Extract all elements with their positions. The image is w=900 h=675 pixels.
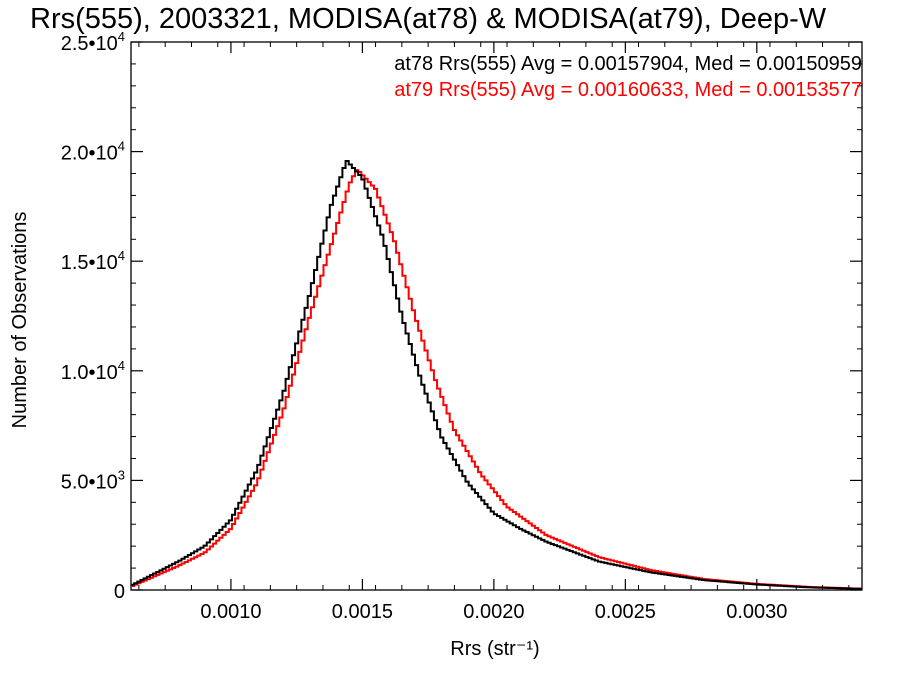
- y-tick-exponent: 4: [118, 358, 125, 373]
- y-tick-mantissa: 0: [114, 581, 125, 603]
- x-axis-label: Rrs (str⁻¹): [450, 638, 539, 660]
- series-line-1: [131, 169, 862, 590]
- y-tick-label: 0: [114, 581, 125, 603]
- y-tick-label: 2.0•104: [61, 139, 125, 165]
- y-tick-exponent: 4: [118, 248, 125, 263]
- x-tick-label: 0.0010: [200, 601, 261, 623]
- annotation-at79: at79 Rrs(555) Avg = 0.00160633, Med = 0.…: [394, 79, 862, 101]
- y-tick-label: 2.5•104: [61, 29, 125, 55]
- y-tick-exponent: 4: [118, 139, 125, 154]
- y-tick-mantissa: 5.0•10: [61, 471, 118, 493]
- y-tick-mantissa: 2.0•10: [61, 143, 118, 165]
- y-tick-mantissa: 1.0•10: [61, 362, 118, 384]
- chart-title: Rrs(555), 2003321, MODISA(at78) & MODISA…: [30, 3, 827, 35]
- annotation-at78: at78 Rrs(555) Avg = 0.00157904, Med = 0.…: [394, 53, 862, 75]
- y-tick-exponent: 3: [118, 467, 125, 482]
- x-tick-label: 0.0030: [726, 601, 787, 623]
- plot-frame: [130, 41, 863, 591]
- y-tick-label: 5.0•103: [61, 467, 125, 493]
- x-tick-label: 0.0015: [332, 601, 393, 623]
- y-tick-label: 1.0•104: [61, 358, 125, 384]
- y-tick-mantissa: 1.5•10: [61, 252, 118, 274]
- series-line-0: [131, 159, 862, 590]
- y-axis-label: Number of Observations: [9, 212, 31, 429]
- series-layer: [131, 159, 862, 590]
- y-tick-mantissa: 2.5•10: [61, 33, 118, 55]
- x-tick-label: 0.0020: [463, 601, 524, 623]
- y-tick-label: 1.5•104: [61, 248, 125, 274]
- x-tick-label: 0.0025: [595, 601, 656, 623]
- y-tick-exponent: 4: [118, 29, 125, 44]
- axes: 0.0010 0.0015 0.0020 0.0025 0.0030 0 5.0•103 1.…: [61, 29, 863, 623]
